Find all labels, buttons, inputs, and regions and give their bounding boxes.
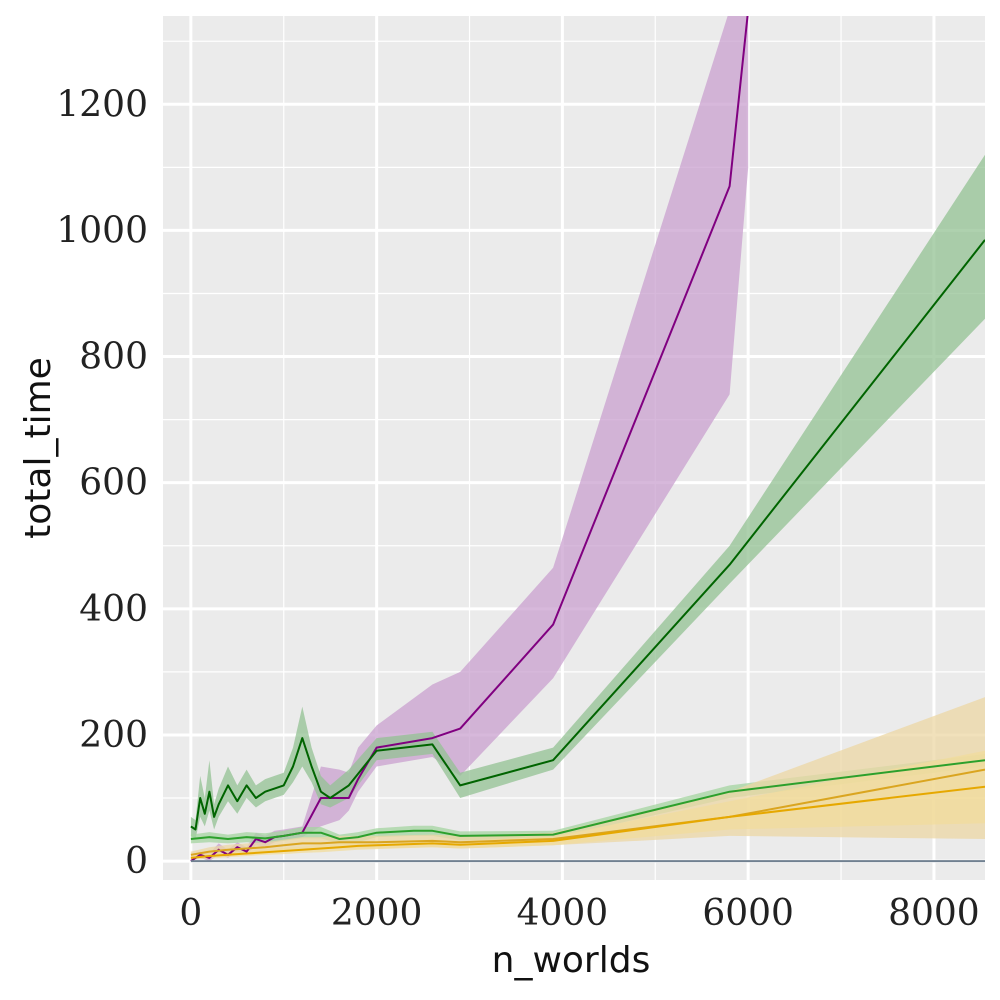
- series-2-line: [190, 239, 985, 831]
- y-axis-label: total_time: [18, 357, 59, 539]
- series-1-band: [190, 16, 749, 862]
- y-tick-label: 1000: [56, 210, 148, 251]
- x-tick-labels: 0 2000 4000 6000 8000: [179, 893, 979, 934]
- x-tick-label: 0: [179, 893, 202, 934]
- x-tick-label: 2000: [331, 893, 423, 934]
- series-4-line: [190, 768, 985, 856]
- x-tick-label: 4000: [517, 893, 609, 934]
- y-tick-label: 200: [79, 715, 148, 756]
- y-tick-label: 400: [79, 589, 148, 630]
- y-tick-label: 600: [79, 463, 148, 504]
- series-lines: [190, 16, 985, 863]
- x-axis-label: n_worlds: [492, 940, 651, 981]
- x-tick-label: 6000: [702, 893, 794, 934]
- y-tick-label: 1200: [56, 84, 148, 125]
- series-3-line: [190, 759, 985, 840]
- y-tick-label: 0: [125, 841, 148, 882]
- x-tick-label: 8000: [888, 893, 980, 934]
- y-tick-labels: 0 200 400 600 800 1000 1200: [56, 84, 148, 882]
- y-tick-label: 800: [79, 337, 148, 378]
- series-5-line: [190, 785, 985, 859]
